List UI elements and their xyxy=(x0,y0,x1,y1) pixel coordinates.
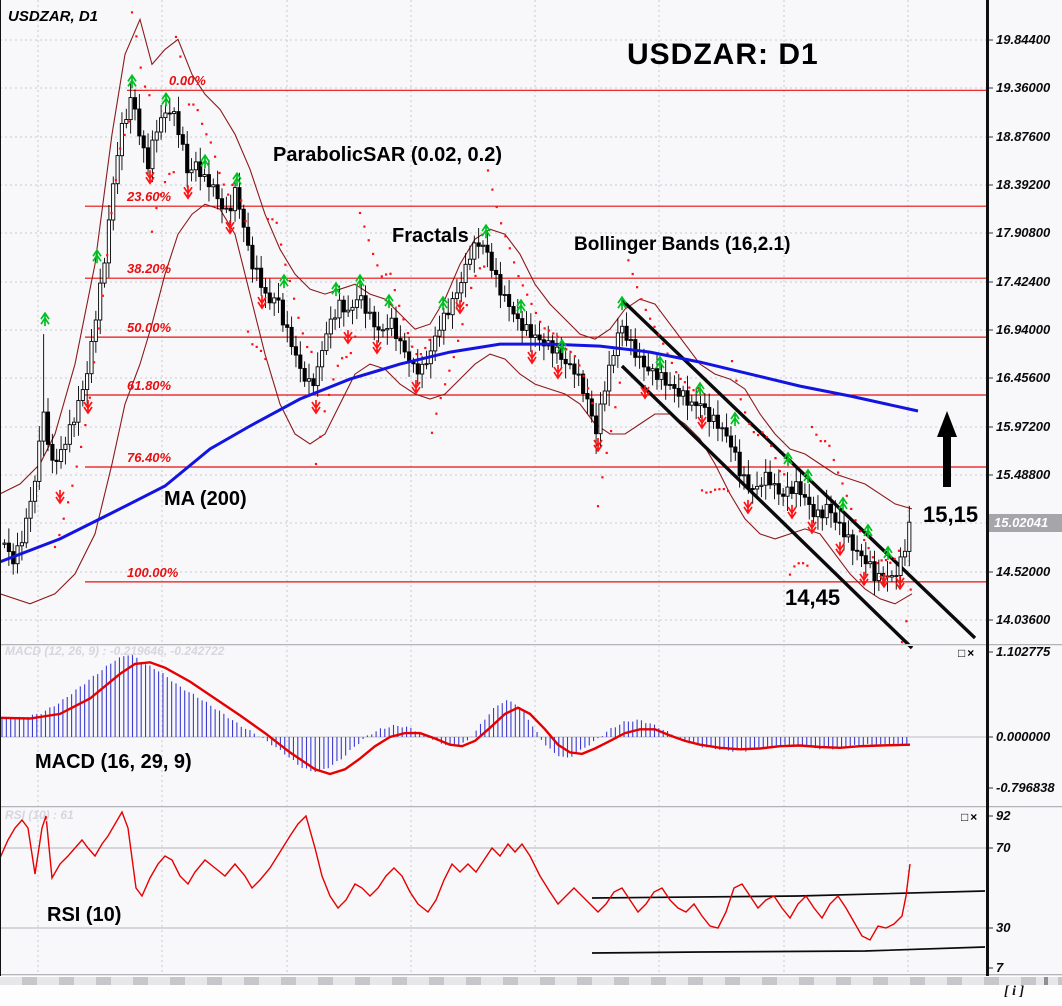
chart-title: USDZAR: D1 xyxy=(627,38,819,71)
horizontal-scrollbar[interactable] xyxy=(0,977,1062,985)
rsi-maximize-button[interactable]: □ xyxy=(961,810,971,824)
rsi-window-buttons: □× xyxy=(961,810,979,824)
info-link[interactable]: [ i ] xyxy=(1004,984,1025,999)
rsi-close-button[interactable]: × xyxy=(970,810,980,824)
symbol-label: USDZAR, D1 xyxy=(8,8,99,25)
macd-maximize-button[interactable]: □ xyxy=(958,646,968,660)
panel-separator-rsi[interactable] xyxy=(0,806,1062,808)
panel-separator-bottom xyxy=(0,974,1062,976)
parabolic-sar-annotation: ParabolicSAR (0.02, 0.2) xyxy=(273,144,502,166)
rsi-watermark: RSI (10) : 61 xyxy=(5,808,74,822)
parabolic-sar-dots xyxy=(53,11,912,644)
fractals-annotation: Fractals xyxy=(392,225,469,247)
price-target-label: 15,15 xyxy=(923,502,979,527)
bollinger-annotation: Bollinger Bands (16,2.1) xyxy=(574,234,791,255)
ma200-line xyxy=(0,342,919,564)
bollinger-bands xyxy=(0,17,913,605)
macd-close-button[interactable]: × xyxy=(967,646,977,660)
plot-right-border xyxy=(986,0,989,976)
current-price-tag: 15.02041 xyxy=(989,514,1062,532)
rsi-panel xyxy=(0,810,986,954)
trend-channel xyxy=(620,298,977,650)
macd-watermark: MACD (12, 26, 9) : -0.219646, -0.242722 xyxy=(5,644,225,658)
macd-annotation: MACD (16, 29, 9) xyxy=(35,751,192,773)
grid xyxy=(0,0,986,976)
macd-panel xyxy=(0,655,986,776)
price-low-label: 14,45 xyxy=(785,585,841,610)
plot-left-border xyxy=(0,0,1,976)
time-axis xyxy=(0,976,1062,1006)
scrollbar-end-cap[interactable] xyxy=(1044,977,1048,985)
panel-separator-macd[interactable] xyxy=(0,644,1062,646)
ma200-line xyxy=(0,342,919,564)
ma200-annotation: MA (200) xyxy=(164,488,247,510)
macd-window-buttons: □× xyxy=(958,646,976,660)
up-arrow-annotation xyxy=(937,411,957,487)
rsi-annotation: RSI (10) xyxy=(47,904,122,926)
fractal-arrows xyxy=(40,73,905,591)
chart-canvas[interactable] xyxy=(0,0,1062,976)
candles xyxy=(2,83,912,596)
